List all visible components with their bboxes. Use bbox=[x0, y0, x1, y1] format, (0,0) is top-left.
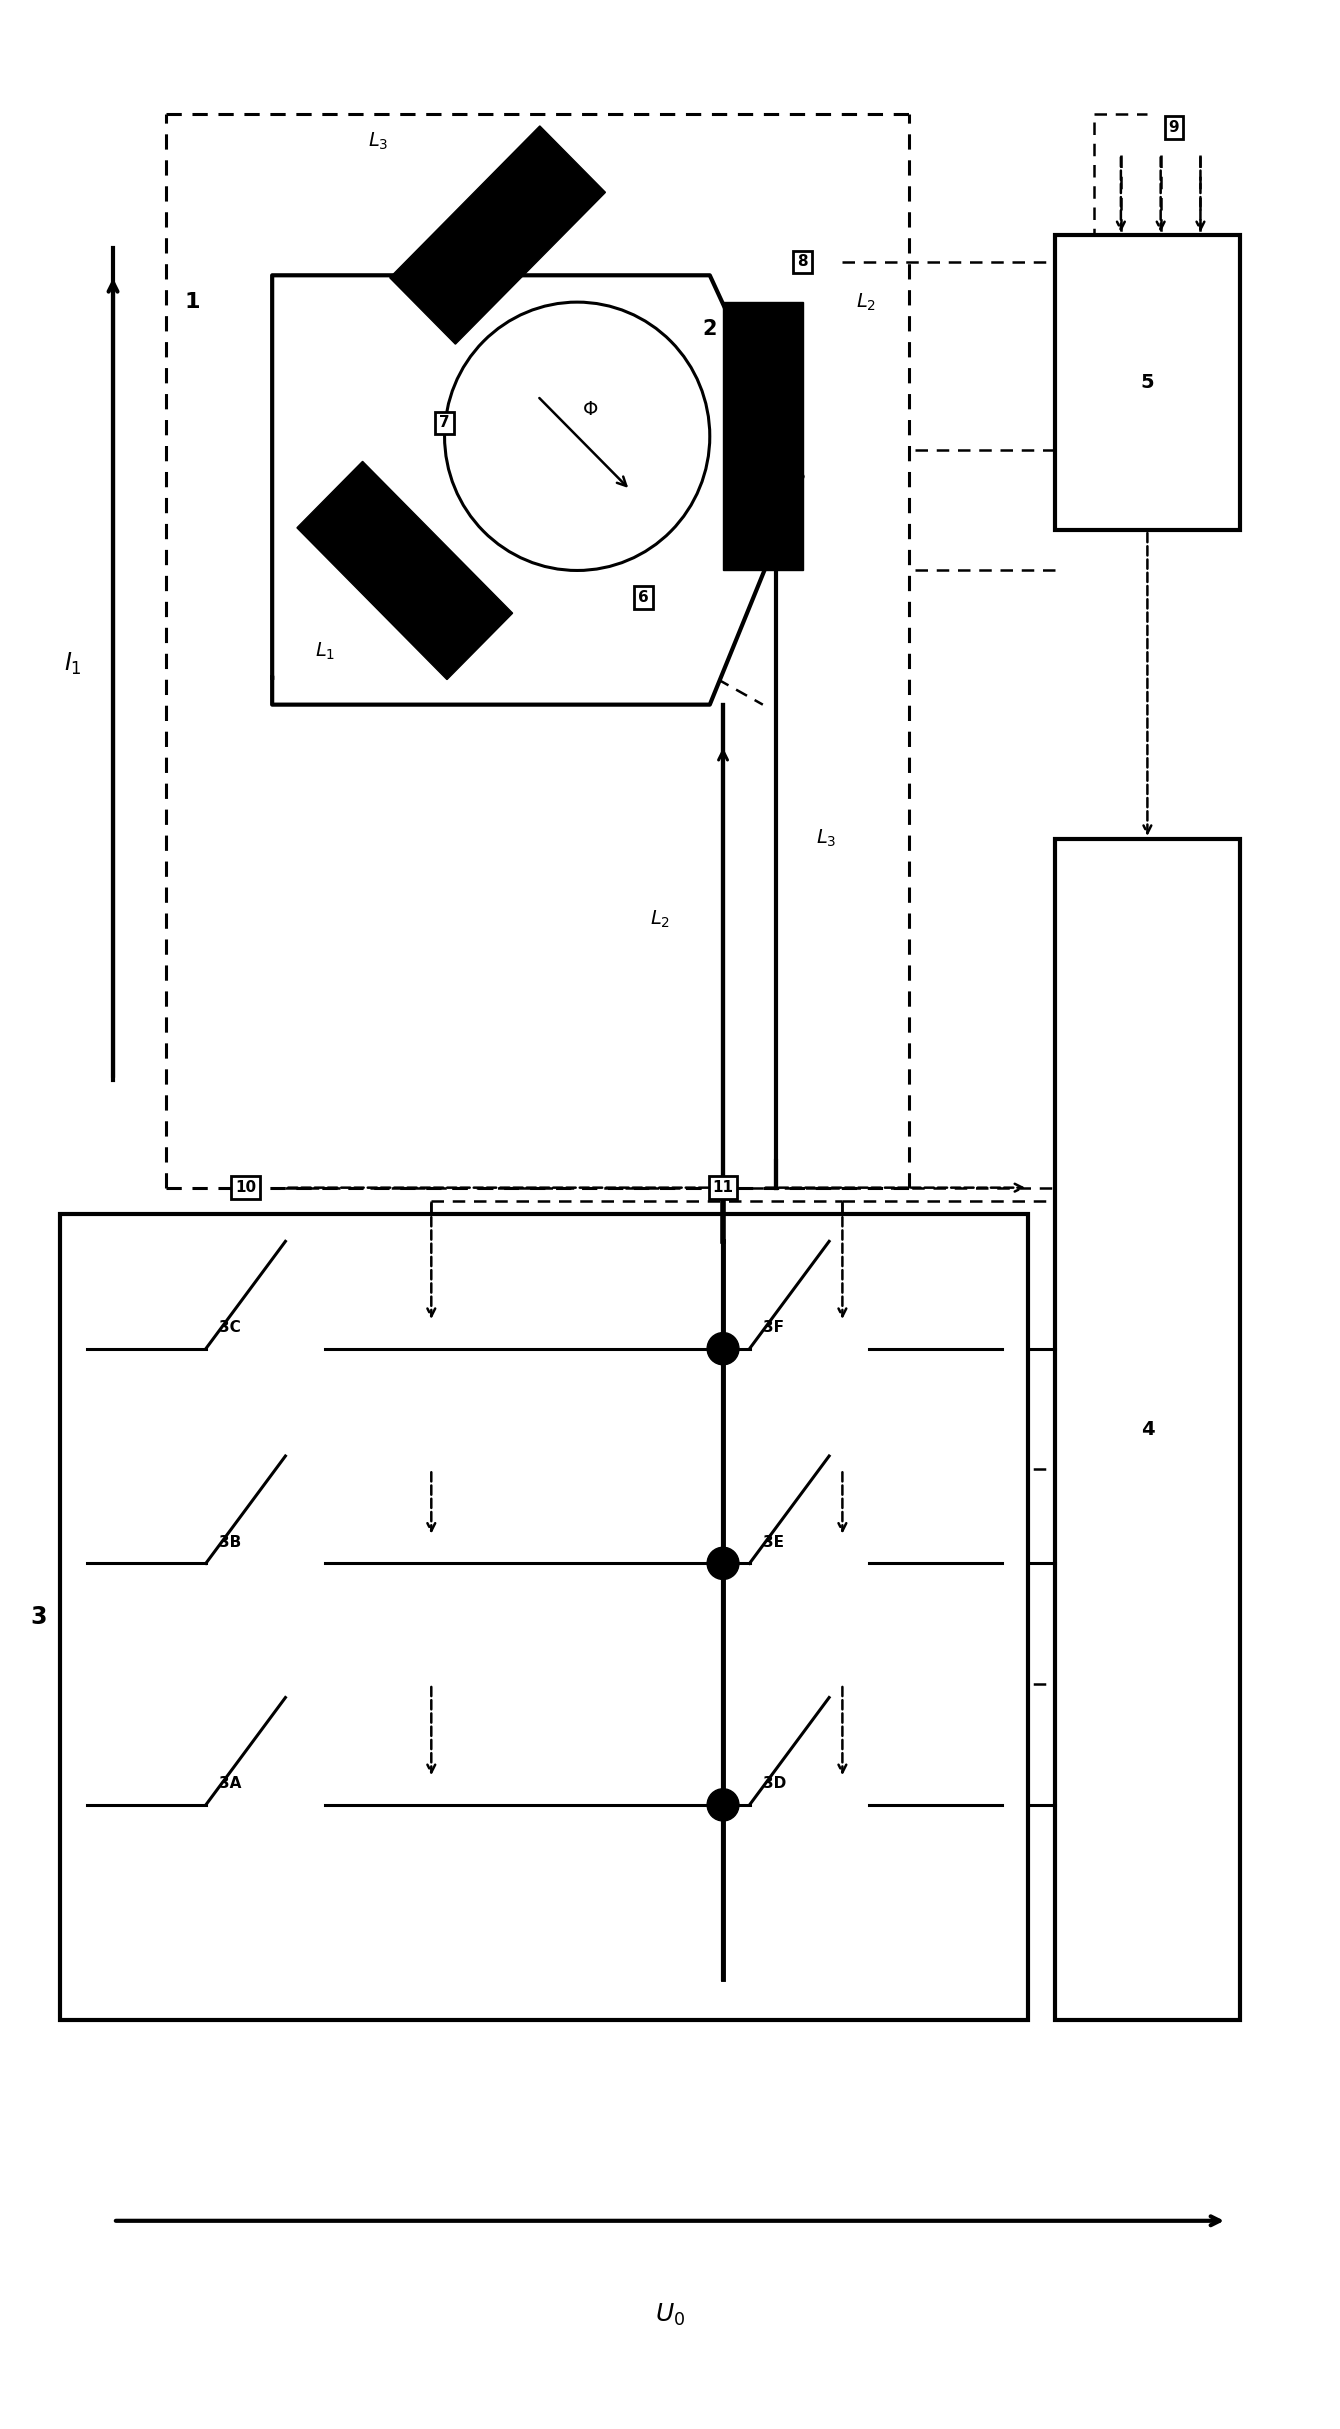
Text: $\Phi$: $\Phi$ bbox=[583, 401, 599, 418]
Text: 11: 11 bbox=[713, 1180, 733, 1195]
Text: $L_2$: $L_2$ bbox=[856, 291, 876, 313]
Text: 3: 3 bbox=[31, 1606, 47, 1630]
Text: 6: 6 bbox=[638, 590, 649, 605]
Text: 3C: 3C bbox=[220, 1321, 241, 1336]
Text: $I_1$: $I_1$ bbox=[64, 651, 82, 678]
Text: $L_3$: $L_3$ bbox=[369, 131, 389, 151]
Text: 1: 1 bbox=[185, 291, 201, 311]
Text: $L_2$: $L_2$ bbox=[650, 908, 670, 930]
Text: 5: 5 bbox=[1140, 374, 1154, 391]
Text: 8: 8 bbox=[797, 255, 808, 270]
Polygon shape bbox=[724, 301, 803, 571]
Text: 7: 7 bbox=[440, 415, 450, 430]
Text: 3B: 3B bbox=[220, 1535, 241, 1550]
Bar bbox=[1055, 838, 1241, 2018]
Polygon shape bbox=[297, 462, 513, 680]
Text: 2: 2 bbox=[702, 318, 717, 340]
Text: $U_0$: $U_0$ bbox=[655, 2303, 685, 2327]
Polygon shape bbox=[390, 126, 606, 345]
Text: 3E: 3E bbox=[762, 1535, 784, 1550]
Polygon shape bbox=[272, 274, 803, 704]
Text: 3D: 3D bbox=[762, 1776, 787, 1793]
Bar bbox=[1055, 236, 1241, 530]
Text: 9: 9 bbox=[1168, 119, 1179, 136]
Text: 3A: 3A bbox=[220, 1776, 241, 1793]
Circle shape bbox=[708, 1788, 738, 1822]
Circle shape bbox=[708, 1547, 738, 1579]
Text: 4: 4 bbox=[1140, 1419, 1154, 1438]
Bar bbox=[60, 1214, 1028, 2018]
Text: 3F: 3F bbox=[762, 1321, 784, 1336]
Circle shape bbox=[708, 1334, 738, 1365]
Text: $L_3$: $L_3$ bbox=[816, 828, 836, 850]
Text: 10: 10 bbox=[234, 1180, 256, 1195]
Text: $L_1$: $L_1$ bbox=[315, 641, 335, 661]
